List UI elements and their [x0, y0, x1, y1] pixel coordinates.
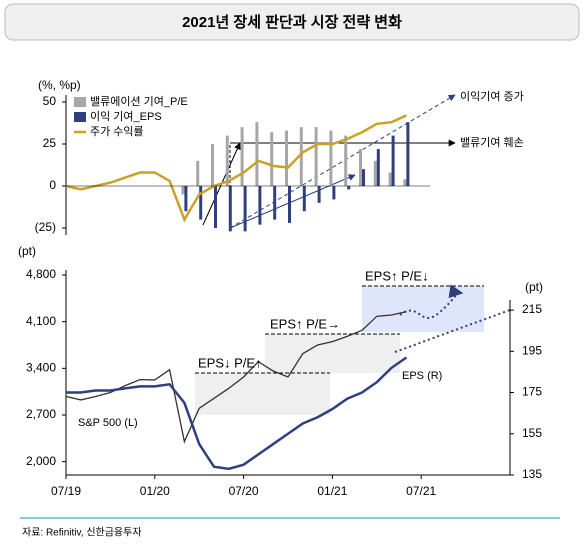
bar — [344, 135, 348, 186]
legend-label: 주가 수익률 — [90, 125, 144, 138]
title-box — [4, 3, 580, 41]
bar — [391, 135, 395, 186]
y-tick-label: 2,000 — [26, 454, 56, 468]
source: 자료: Refinitiv, 신한금융투자 — [22, 527, 142, 539]
annotation: EPS↓ P/E↑ — [198, 355, 262, 370]
bar — [332, 186, 336, 200]
x-tick-label: 01/20 — [140, 484, 170, 498]
bar — [406, 122, 410, 186]
forecast — [394, 309, 511, 353]
bar — [314, 127, 318, 186]
bar — [403, 179, 407, 186]
y-tick-label: 4,800 — [26, 267, 56, 281]
bar — [362, 169, 365, 186]
y-tick-label: 0 — [49, 178, 56, 192]
y2-tick-label: 135 — [522, 467, 542, 481]
bar — [228, 186, 232, 232]
bar — [199, 186, 203, 220]
annotation: 이익기여 증가 — [460, 90, 524, 103]
bar — [258, 186, 262, 225]
bar — [184, 186, 188, 212]
bar — [285, 130, 288, 186]
bar — [317, 186, 321, 203]
x-tick-label: 01/21 — [317, 484, 347, 498]
chart-title: 2021년 장세 판단과 시장 전략 변화 — [182, 13, 402, 31]
arrow — [229, 94, 456, 229]
bar — [240, 127, 244, 186]
regime-box — [265, 334, 400, 373]
legend-swatch — [74, 112, 86, 122]
bar — [255, 122, 259, 186]
bar — [347, 186, 351, 190]
y-tick-label: 4,100 — [26, 314, 56, 328]
y-unit-label: (%, %p) — [38, 78, 81, 92]
legend-label: 밸류에이션 기여_P/E — [90, 95, 188, 108]
bar — [225, 135, 229, 186]
series-label: S&P 500 (L) — [78, 417, 138, 429]
y2-tick-label: 175 — [522, 385, 542, 399]
bar — [270, 132, 274, 186]
bar — [181, 186, 185, 195]
bar — [376, 149, 380, 186]
bar — [214, 186, 217, 228]
bar — [329, 130, 333, 186]
bar — [273, 186, 277, 220]
y2-unit-label: (pt) — [525, 280, 543, 294]
y-unit-label: (pt) — [18, 244, 36, 258]
y-tick-label: 50 — [43, 94, 57, 108]
y-tick-label: 3,400 — [26, 361, 56, 375]
y2-tick-label: 195 — [522, 343, 542, 357]
y2-tick-label: 215 — [522, 302, 542, 316]
legend-swatch — [74, 97, 86, 107]
line — [65, 311, 407, 444]
y-tick-label: (25) — [35, 220, 56, 234]
regime-box — [362, 286, 484, 332]
x-tick-label: 07/21 — [406, 484, 436, 498]
legend-label: 이익 기여_EPS — [90, 110, 162, 123]
series-label: EPS (R) — [402, 370, 442, 382]
bar — [388, 172, 392, 186]
y-tick-label: 25 — [43, 136, 57, 150]
annotation: EPS↑ P/E↓ — [365, 268, 429, 283]
y-tick-label: 2,700 — [26, 407, 56, 421]
regime-box — [195, 373, 330, 415]
bar — [211, 144, 214, 186]
y2-tick-label: 155 — [522, 426, 542, 440]
x-tick-label: 07/20 — [229, 484, 259, 498]
bar — [299, 127, 303, 186]
bar — [373, 160, 377, 186]
bar — [243, 186, 247, 232]
annotation: 밸류기여 훼손 — [460, 136, 524, 149]
line — [65, 114, 407, 223]
bar — [302, 186, 306, 212]
bar — [196, 160, 200, 186]
annotation: EPS↑ P/E→ — [270, 316, 340, 331]
line — [66, 356, 408, 471]
bar — [288, 186, 291, 223]
bar — [359, 149, 362, 186]
x-tick-label: 07/19 — [51, 484, 81, 498]
arrow — [229, 174, 356, 229]
